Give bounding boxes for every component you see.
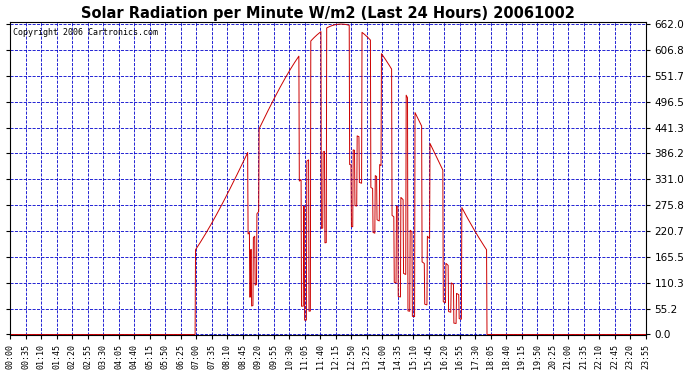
Title: Solar Radiation per Minute W/m2 (Last 24 Hours) 20061002: Solar Radiation per Minute W/m2 (Last 24… — [81, 6, 575, 21]
Text: Copyright 2006 Cartronics.com: Copyright 2006 Cartronics.com — [13, 28, 158, 37]
